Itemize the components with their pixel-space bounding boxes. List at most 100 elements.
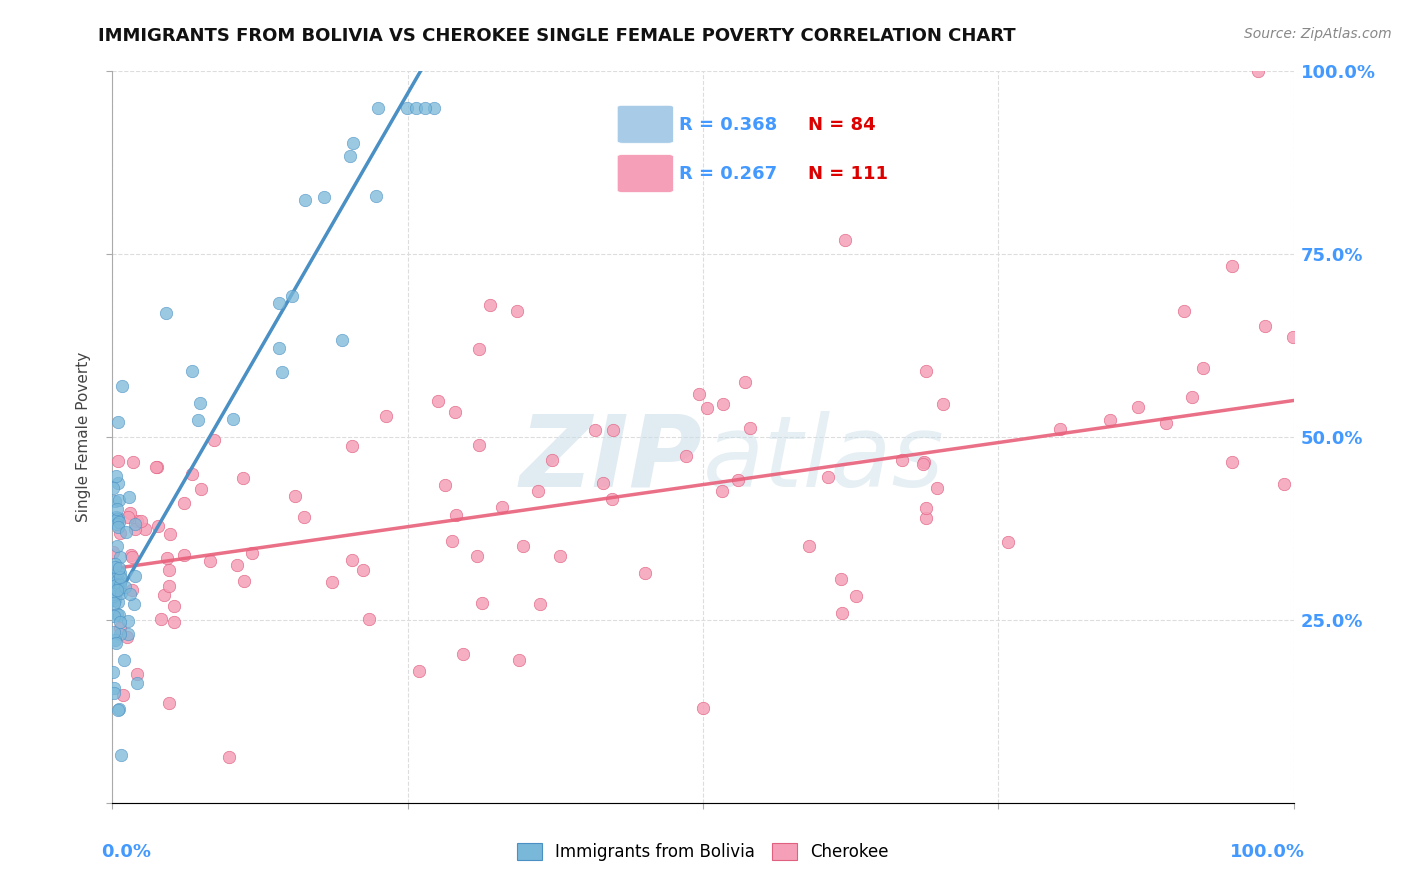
Point — [118, 506, 141, 520]
FancyBboxPatch shape — [617, 154, 673, 193]
Text: atlas: atlas — [703, 410, 945, 508]
Point — [314, 190, 336, 204]
Point — [122, 597, 145, 611]
Point — [117, 509, 139, 524]
Point — [108, 574, 131, 589]
Point — [104, 590, 127, 604]
Point — [180, 467, 202, 481]
Point — [101, 665, 124, 680]
Point — [108, 561, 131, 575]
Point — [107, 510, 129, 524]
Point — [834, 233, 856, 247]
Point — [280, 289, 302, 303]
FancyBboxPatch shape — [617, 105, 673, 144]
Point — [103, 624, 125, 639]
Point — [105, 636, 128, 650]
Point — [107, 594, 129, 608]
Point — [342, 136, 364, 150]
Point — [529, 597, 551, 611]
Point — [491, 500, 513, 515]
Point — [103, 545, 125, 559]
Point — [101, 589, 124, 603]
Point — [1272, 476, 1295, 491]
Point — [221, 412, 243, 426]
Point — [156, 550, 179, 565]
Point — [831, 606, 853, 620]
Point — [1181, 390, 1204, 404]
Point — [1173, 304, 1195, 318]
Point — [269, 295, 291, 310]
Point — [120, 548, 142, 562]
Point — [190, 396, 212, 410]
Text: N = 84: N = 84 — [808, 116, 876, 134]
Point — [157, 579, 180, 593]
Point — [1049, 422, 1071, 436]
Point — [292, 509, 315, 524]
Point — [145, 459, 167, 474]
Point — [105, 582, 128, 597]
Point — [110, 747, 132, 762]
Point — [453, 647, 475, 661]
Point — [200, 554, 222, 568]
Point — [367, 101, 389, 115]
Point — [364, 189, 387, 203]
Legend: Immigrants from Bolivia, Cherokee: Immigrants from Bolivia, Cherokee — [510, 836, 896, 868]
Point — [114, 580, 136, 594]
Point — [117, 626, 139, 640]
Point — [159, 527, 181, 541]
Point — [145, 459, 167, 474]
Point — [240, 547, 263, 561]
Point — [446, 508, 468, 522]
Point — [710, 483, 733, 498]
Text: R = 0.267: R = 0.267 — [679, 165, 778, 183]
Point — [153, 588, 176, 602]
Point — [180, 364, 202, 378]
Point — [103, 681, 125, 695]
Point — [105, 469, 128, 483]
Point — [127, 675, 149, 690]
Point — [105, 577, 128, 591]
Point — [352, 563, 374, 577]
Point — [512, 539, 534, 553]
Point — [925, 481, 948, 495]
Point — [121, 583, 143, 598]
Text: 100.0%: 100.0% — [1230, 843, 1305, 861]
Point — [104, 582, 127, 596]
Point — [104, 588, 127, 602]
Point — [342, 439, 364, 453]
Point — [1247, 64, 1270, 78]
Point — [1220, 259, 1243, 273]
Point — [110, 615, 132, 629]
Point — [108, 702, 131, 716]
Point — [434, 477, 457, 491]
Point — [415, 101, 437, 115]
Point — [441, 533, 464, 548]
Y-axis label: Single Female Poverty: Single Female Poverty — [76, 352, 91, 522]
Point — [727, 473, 749, 487]
Point — [103, 686, 125, 700]
Text: 0.0%: 0.0% — [101, 843, 150, 861]
Point — [115, 525, 138, 540]
Point — [107, 416, 129, 430]
Point — [101, 571, 124, 585]
Point — [845, 589, 868, 603]
Point — [226, 558, 249, 573]
Point — [103, 582, 125, 597]
Text: ZIP: ZIP — [520, 410, 703, 508]
Point — [738, 421, 761, 435]
Point — [163, 599, 186, 613]
Point — [692, 700, 714, 714]
Point — [506, 303, 529, 318]
Point — [111, 688, 134, 702]
Point — [121, 549, 143, 564]
Point — [1154, 416, 1177, 430]
Point — [105, 511, 128, 525]
Point — [105, 574, 128, 588]
Point — [110, 549, 132, 564]
Point — [914, 364, 936, 378]
Point — [157, 563, 180, 577]
Point — [797, 539, 820, 553]
Point — [157, 696, 180, 710]
Point — [110, 578, 132, 592]
Point — [190, 482, 212, 496]
